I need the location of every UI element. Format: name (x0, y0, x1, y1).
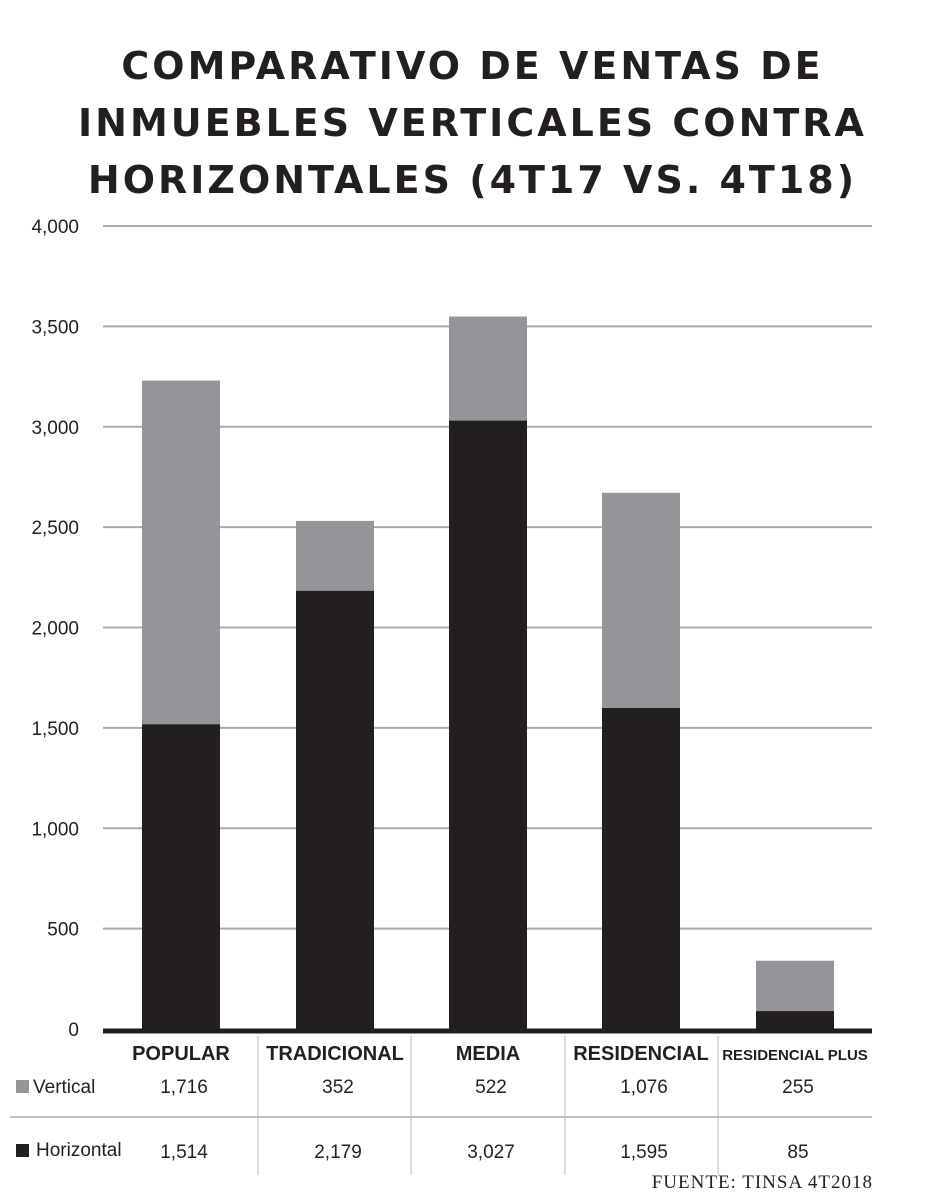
category-label: TRADICIONAL (266, 1043, 404, 1065)
bar-vertical (449, 316, 527, 422)
data-label-horizontal: 1,595 (620, 1142, 668, 1163)
bar-horizontal (602, 708, 680, 1029)
y-tick-label: 3,000 (31, 418, 79, 439)
category-label: RESIDENCIAL PLUS (722, 1047, 868, 1064)
legend-label-horizontal: Horizontal (36, 1140, 122, 1161)
y-tick-label: 1,000 (31, 819, 79, 840)
data-table: POPULAR TRADICIONAL MEDIA RESIDENCIAL RESIDE… (10, 1036, 872, 1175)
y-axis: 0 500 1,000 1,500 2,000 2,500 3,000 3,500 4,000 (31, 217, 872, 1041)
y-tick-label: 2,000 (31, 619, 79, 640)
bar-horizontal (142, 725, 220, 1029)
chart-title-line-2: INMUEBLES VERTICALES CONTRA (78, 101, 867, 145)
data-label-vertical: 1,076 (620, 1077, 668, 1098)
data-label-horizontal: 85 (787, 1142, 808, 1163)
y-tick-label: 1,500 (31, 719, 79, 740)
legend-swatch-horizontal (16, 1144, 29, 1157)
data-label-vertical: 1,716 (160, 1077, 208, 1098)
category-label: POPULAR (132, 1043, 230, 1065)
bar-vertical (142, 380, 220, 726)
category-label: MEDIA (456, 1043, 520, 1065)
source-note: FUENTE: TINSA 4T2018 (651, 1172, 873, 1193)
bar-vertical (602, 492, 680, 709)
data-label-horizontal: 1,514 (160, 1142, 208, 1163)
data-label-horizontal: 3,027 (467, 1142, 515, 1163)
category-label: RESIDENCIAL (573, 1043, 709, 1065)
bar-horizontal (296, 591, 374, 1029)
data-label-vertical: 522 (475, 1077, 507, 1098)
bar-vertical (756, 960, 834, 1012)
chart-title-line-1: COMPARATIVO DE VENTAS DE (121, 44, 824, 88)
y-tick-label: 4,000 (31, 217, 79, 238)
data-label-horizontal: 2,179 (314, 1142, 362, 1163)
bars (142, 316, 834, 1030)
bar-horizontal (449, 421, 527, 1030)
legend-label-vertical: Vertical (33, 1077, 95, 1098)
y-tick-label: 3,500 (31, 317, 79, 338)
y-tick-label: 500 (47, 920, 79, 941)
bar-vertical (296, 520, 374, 592)
chart-title-line-3: HORIZONTALES (4T17 VS. 4T18) (87, 158, 858, 202)
bar-horizontal (756, 1011, 834, 1029)
chart-title: COMPARATIVO DE VENTAS DE INMUEBLES VERTI… (0, 38, 945, 209)
data-label-vertical: 352 (322, 1077, 354, 1098)
y-tick-label: 2,500 (31, 518, 79, 539)
data-label-vertical: 255 (782, 1077, 814, 1098)
legend-swatch-vertical (16, 1080, 29, 1093)
y-tick-label: 0 (68, 1020, 79, 1041)
